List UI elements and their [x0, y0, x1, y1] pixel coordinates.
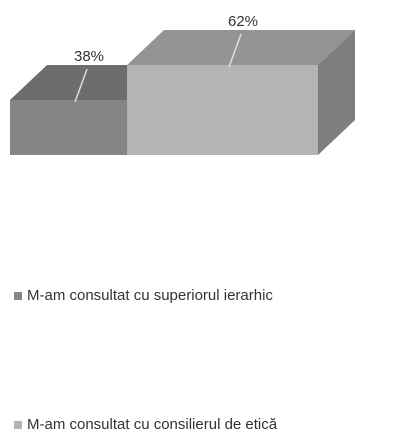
segment-front — [127, 65, 318, 155]
leader-line — [228, 33, 242, 68]
data-label: 62% — [228, 13, 258, 30]
segment-top — [127, 30, 355, 65]
legend-swatch — [14, 292, 22, 300]
segment-top — [10, 65, 165, 100]
legend-label: M-am consultat cu consilierul de etică — [27, 416, 278, 433]
segment-front — [10, 100, 128, 155]
data-label: 38% — [74, 48, 104, 65]
leader-line — [74, 68, 88, 103]
legend-label: M-am consultat cu superiorul ierarhic — [27, 287, 273, 304]
segment-side — [318, 30, 355, 155]
legend-swatch — [14, 421, 22, 429]
